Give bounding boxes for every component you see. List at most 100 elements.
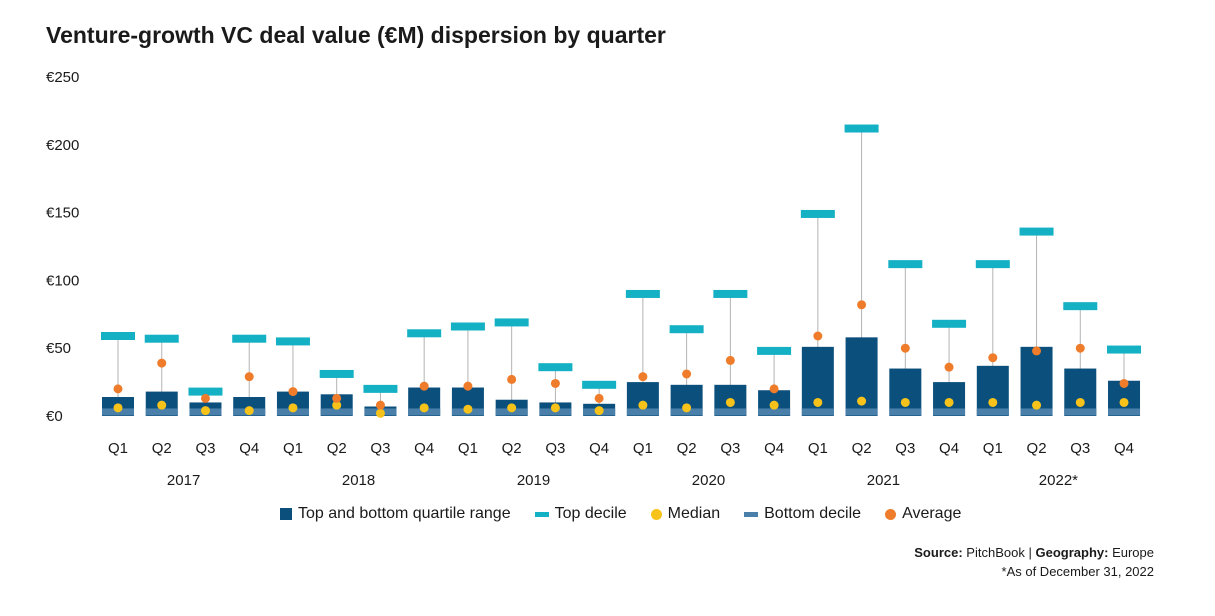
top-decile-mark bbox=[407, 329, 442, 338]
x-tick-label: Q1 bbox=[458, 440, 478, 457]
average-dot bbox=[1075, 343, 1085, 353]
bottom-decile-mark bbox=[1064, 408, 1097, 416]
x-tick-label: Q2 bbox=[327, 440, 347, 457]
legend-swatch bbox=[885, 508, 897, 520]
legend-swatch bbox=[650, 508, 662, 520]
average-dot bbox=[157, 358, 167, 368]
y-tick-label: €200 bbox=[46, 137, 79, 154]
top-decile-mark bbox=[625, 289, 660, 298]
bottom-decile-mark bbox=[976, 408, 1009, 416]
source-line: Source: PitchBook | Geography: Europe bbox=[914, 543, 1154, 562]
median-dot bbox=[769, 400, 779, 410]
footnote: *As of December 31, 2022 bbox=[1001, 564, 1154, 579]
average-dot bbox=[813, 331, 823, 341]
median-dot bbox=[200, 406, 210, 416]
source-note: Source: PitchBook | Geography: Europe *A… bbox=[914, 543, 1154, 581]
average-dot bbox=[638, 372, 648, 382]
top-decile-mark bbox=[975, 260, 1010, 269]
top-decile-mark bbox=[494, 318, 529, 327]
bottom-decile-mark bbox=[933, 408, 966, 416]
top-decile-mark bbox=[800, 209, 835, 218]
source-label: Source: bbox=[914, 545, 963, 560]
x-tick-label: Q2 bbox=[152, 440, 172, 457]
x-tick-label: Q4 bbox=[1114, 440, 1134, 457]
median-dot bbox=[1075, 397, 1085, 407]
median-dot bbox=[900, 397, 910, 407]
average-dot bbox=[1032, 346, 1042, 356]
median-dot bbox=[375, 408, 385, 418]
legend-swatch bbox=[744, 511, 759, 517]
legend-swatch bbox=[534, 511, 549, 517]
average-dot bbox=[769, 384, 779, 394]
legend-label: Average bbox=[902, 505, 962, 522]
quartile-bar bbox=[889, 368, 922, 416]
average-dot bbox=[375, 400, 385, 410]
median-dot bbox=[638, 400, 648, 410]
source-separator: | bbox=[1028, 545, 1032, 560]
legend-item: Top decile bbox=[534, 505, 627, 523]
top-decile-mark bbox=[101, 331, 135, 340]
top-decile-mark bbox=[450, 322, 485, 331]
median-dot bbox=[550, 403, 560, 413]
x-tick-label: Q3 bbox=[370, 440, 390, 457]
top-decile-mark bbox=[1107, 345, 1142, 354]
top-decile-mark bbox=[1063, 302, 1098, 311]
year-label: 2022* bbox=[1039, 472, 1078, 489]
top-decile-mark bbox=[1019, 227, 1054, 236]
median-dot bbox=[682, 403, 692, 413]
legend-item: Bottom decile bbox=[744, 505, 861, 523]
x-tick-label: Q3 bbox=[1070, 440, 1090, 457]
average-dot bbox=[113, 384, 123, 394]
median-dot bbox=[857, 396, 867, 406]
average-dot bbox=[463, 381, 473, 391]
bottom-decile-mark bbox=[758, 408, 791, 416]
x-tick-label: Q3 bbox=[895, 440, 915, 457]
x-tick-label: Q1 bbox=[283, 440, 303, 457]
median-dot bbox=[944, 397, 954, 407]
average-dot bbox=[244, 372, 254, 382]
average-dot bbox=[332, 393, 342, 403]
top-decile-mark bbox=[363, 384, 398, 393]
year-label: 2018 bbox=[342, 472, 375, 489]
legend-item: Top and bottom quartile range bbox=[280, 505, 511, 523]
x-tick-label: Q1 bbox=[983, 440, 1003, 457]
average-dot bbox=[857, 300, 867, 310]
x-tick-label: Q4 bbox=[939, 440, 959, 457]
top-decile-mark bbox=[144, 334, 179, 343]
average-dot bbox=[988, 353, 998, 363]
average-dot bbox=[725, 355, 735, 365]
median-dot bbox=[463, 404, 473, 414]
bottom-decile-mark bbox=[145, 408, 178, 416]
top-decile-mark bbox=[757, 346, 792, 355]
x-tick-label: Q4 bbox=[414, 440, 434, 457]
legend-label: Top decile bbox=[554, 505, 627, 522]
y-tick-label: €0 bbox=[46, 408, 63, 425]
median-dot bbox=[113, 403, 123, 413]
legend-label: Bottom decile bbox=[764, 505, 862, 522]
average-dot bbox=[944, 362, 954, 372]
average-dot bbox=[550, 378, 560, 388]
quartile-bar bbox=[976, 365, 1009, 416]
year-label: 2020 bbox=[692, 472, 725, 489]
x-tick-label: Q2 bbox=[1027, 440, 1047, 457]
median-dot bbox=[1119, 397, 1129, 407]
legend-label: Median bbox=[667, 505, 721, 522]
x-tick-label: Q2 bbox=[502, 440, 522, 457]
x-tick-label: Q4 bbox=[764, 440, 784, 457]
year-label: 2019 bbox=[517, 472, 550, 489]
legend-swatch bbox=[280, 508, 292, 520]
top-decile-mark bbox=[319, 369, 354, 378]
average-dot bbox=[1119, 378, 1129, 388]
bottom-decile-mark bbox=[801, 408, 834, 416]
median-dot bbox=[332, 400, 342, 410]
average-dot bbox=[682, 369, 692, 379]
x-tick-label: Q3 bbox=[195, 440, 215, 457]
x-tick-label: Q4 bbox=[589, 440, 609, 457]
x-tick-label: Q1 bbox=[633, 440, 653, 457]
top-decile-mark bbox=[713, 289, 748, 298]
top-decile-mark bbox=[669, 325, 704, 334]
average-dot bbox=[419, 381, 429, 391]
top-decile-mark bbox=[232, 334, 267, 343]
bottom-decile-mark bbox=[889, 408, 922, 416]
y-tick-label: €100 bbox=[46, 272, 79, 289]
